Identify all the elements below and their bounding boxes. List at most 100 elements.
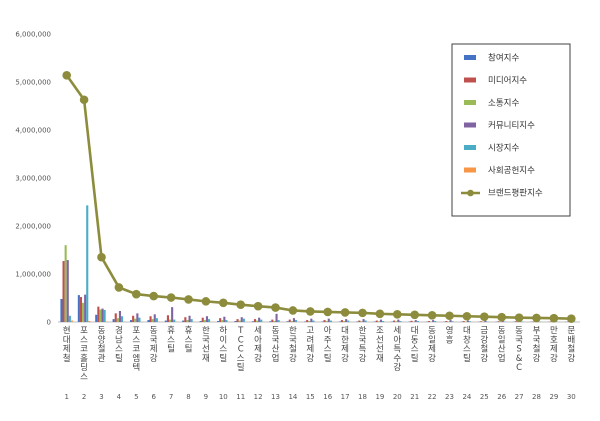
line-point (201, 297, 211, 306)
bar (240, 317, 243, 322)
bar (462, 321, 465, 322)
bar (451, 321, 454, 322)
bar (136, 313, 139, 322)
bar (234, 321, 237, 322)
line-point (532, 313, 541, 323)
bar (114, 313, 117, 322)
bar (149, 316, 152, 322)
bar (236, 319, 239, 322)
rank-label: 4 (117, 393, 122, 401)
line-point (79, 95, 89, 105)
bar (186, 320, 189, 322)
line-point (375, 309, 385, 319)
bar (347, 320, 350, 322)
line-point (445, 311, 454, 321)
bar (275, 313, 278, 322)
bar (360, 321, 363, 322)
line-point (288, 306, 298, 315)
bar (382, 321, 385, 322)
bar-series (60, 205, 578, 322)
legend-line-marker (467, 189, 474, 197)
bar (258, 317, 261, 322)
line-point (184, 295, 193, 304)
bar (397, 319, 400, 322)
rank-label: 17 (341, 393, 350, 401)
bar (70, 320, 73, 322)
bar (169, 319, 172, 322)
bar (97, 306, 100, 322)
line-point (567, 314, 576, 323)
bar (273, 321, 276, 322)
rank-label: 29 (549, 393, 558, 401)
bar (292, 318, 295, 322)
line-point (132, 289, 141, 299)
bar (201, 317, 204, 322)
bar (256, 320, 259, 322)
bar (251, 321, 254, 322)
legend-label: 시장지수 (488, 143, 519, 154)
x-axis-labels: 현 대 제 철 1 포 스 코 홀 딩 스 2 동 양 철 관 3 경 남 스 틸 4 포 스 코 엠 텍 5 동 국 제 강 6 휴 스 틸 7 휴 스 틸… (63, 325, 576, 401)
bar (310, 318, 313, 322)
line-point (271, 303, 280, 312)
bar (377, 321, 380, 322)
line-point (62, 70, 71, 80)
bar (203, 320, 206, 322)
bar (362, 319, 365, 322)
line-point (340, 308, 350, 317)
bar (84, 294, 87, 322)
bar (410, 320, 413, 322)
bar (271, 319, 274, 322)
bar (379, 319, 382, 322)
legend-label: 참여지수 (488, 53, 519, 64)
bar (323, 320, 326, 322)
bar (164, 320, 167, 322)
bar (375, 320, 378, 322)
rank-label: 30 (567, 393, 576, 401)
line-point (236, 300, 245, 310)
rank-label: 3 (99, 393, 103, 401)
line-point (97, 252, 106, 262)
bar (269, 321, 272, 322)
bar (416, 321, 419, 322)
bar (449, 320, 452, 322)
bar (358, 320, 361, 322)
bar (95, 314, 98, 322)
rank-label: 6 (151, 393, 156, 401)
y-tick-label: 6,000,000 (15, 31, 51, 39)
bar (469, 321, 472, 322)
bar (514, 321, 517, 322)
rank-label: 28 (532, 393, 541, 401)
bar (395, 321, 398, 322)
bar (173, 319, 176, 322)
line-point (410, 310, 420, 320)
rank-label: 12 (254, 393, 263, 401)
rank-label: 5 (134, 393, 138, 401)
y-tick-label: 4,000,000 (15, 127, 51, 135)
rank-label: 14 (288, 393, 297, 401)
bar (219, 318, 222, 322)
rank-label: 20 (393, 393, 402, 401)
bar (325, 321, 328, 322)
line-point (114, 283, 124, 292)
rank-label: 1 (64, 393, 68, 401)
bar (329, 320, 332, 322)
rank-label: 9 (204, 393, 208, 401)
legend-swatch (464, 55, 476, 60)
bar (225, 320, 228, 322)
bar (86, 205, 89, 322)
line-point (427, 310, 437, 320)
bar (138, 317, 141, 322)
